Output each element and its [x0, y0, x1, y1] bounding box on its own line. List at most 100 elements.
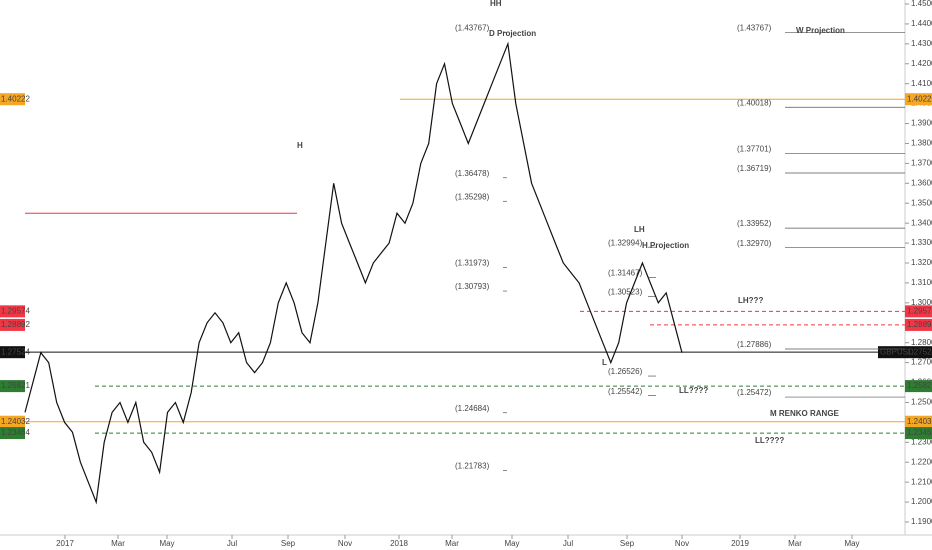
projection-label: (1.40018) [737, 98, 772, 107]
price-tag [0, 318, 25, 331]
x-tick-label: May [159, 539, 174, 548]
y-tick-label: 1.37000 [911, 158, 932, 167]
price-tag-label: 1.23464 [1, 428, 30, 437]
y-tick-label: 1.31000 [911, 278, 932, 287]
projection-label: (1.32970) [737, 239, 772, 248]
price-tag [0, 346, 25, 359]
projection-label: (1.37701) [737, 145, 772, 154]
x-tick-label: Mar [445, 539, 459, 548]
x-tick-label: Mar [788, 539, 802, 548]
projection-label: (1.27886) [737, 340, 772, 349]
y-tick-label: 1.39000 [911, 119, 932, 128]
projection-label: (1.43767) [455, 24, 490, 33]
projection-label: (1.36719) [737, 164, 772, 173]
y-tick-label: 1.21000 [911, 477, 932, 486]
y-tick-label: 1.25000 [911, 398, 932, 407]
x-tick-label: Nov [675, 539, 689, 548]
y-tick-label: 1.42000 [911, 59, 932, 68]
price-tag-label: 1.28892 [1, 320, 30, 329]
y-tick-label: 1.20000 [911, 497, 932, 506]
y-tick-label: 1.38000 [911, 139, 932, 148]
price-tag [0, 305, 25, 318]
y-tick-label: 1.32000 [911, 258, 932, 267]
annotation: LH [634, 225, 645, 234]
annotation: M RENKO RANGE [770, 409, 840, 418]
price-tag-label: 1.24032 [1, 417, 30, 426]
y-tick-label: 1.45000 [911, 0, 932, 8]
y-tick-label: 1.44000 [911, 19, 932, 28]
price-tag-label: 1.25821 [907, 381, 932, 390]
y-tick-label: 1.19000 [911, 517, 932, 526]
projection-label: (1.30523) [608, 288, 643, 297]
y-tick-label: 1.43000 [911, 39, 932, 48]
projection-label: (1.21783) [455, 462, 490, 471]
annotation: W Projection [796, 26, 845, 35]
price-tag [0, 415, 25, 428]
y-tick-label: 1.28000 [911, 338, 932, 347]
price-tag [905, 93, 932, 106]
price-line [24, 41, 683, 505]
x-tick-label: Nov [338, 539, 352, 548]
projection-label: (1.25472) [737, 388, 772, 397]
price-tag [905, 380, 932, 393]
x-tick-label: May [844, 539, 859, 548]
price-tag [905, 318, 932, 331]
price-tag-label: 1.40222 [907, 94, 932, 103]
price-tag [905, 346, 932, 359]
price-tag [905, 415, 932, 428]
x-tick-label: May [504, 539, 519, 548]
annotation: LH??? [738, 296, 763, 305]
annotation: H [297, 141, 303, 150]
price-tag [905, 305, 932, 318]
x-tick-label: 2017 [56, 539, 74, 548]
price-tag [0, 427, 25, 440]
x-tick-label: Sep [620, 539, 635, 548]
y-tick-label: 1.33000 [911, 238, 932, 247]
projection-label: (1.35298) [455, 192, 490, 201]
price-tag-label: 1.27524 [907, 347, 932, 356]
y-tick-label: 1.27000 [911, 358, 932, 367]
y-tick-label: 1.36000 [911, 178, 932, 187]
projection-label: (1.43767) [737, 24, 772, 33]
price-tag-label: 1.29574 [907, 306, 932, 315]
price-tag-label: 1.25821 [1, 381, 30, 390]
x-tick-label: Jul [227, 539, 237, 548]
price-tag-label: 1.24032 [907, 417, 932, 426]
annotation: L [602, 358, 607, 367]
projection-label: (1.25542) [608, 387, 643, 396]
projection-label: (1.32994) [608, 238, 643, 247]
projection-label: (1.31467) [608, 269, 643, 278]
x-tick-label: Sep [281, 539, 296, 548]
price-tag-label: 1.28892 [907, 320, 932, 329]
y-tick-label: 1.35000 [911, 198, 932, 207]
y-tick-label: 1.22000 [911, 457, 932, 466]
y-tick-label: 1.34000 [911, 218, 932, 227]
price-tag [905, 427, 932, 440]
price-tag-label: 1.27524 [1, 347, 30, 356]
annotation: LL???? [755, 436, 784, 445]
price-tag-label: 1.23464 [907, 428, 932, 437]
price-tag-label: 1.40222 [1, 94, 30, 103]
x-tick-label: Jul [563, 539, 573, 548]
price-tag [0, 380, 25, 393]
annotation: LL???? [679, 386, 708, 395]
projection-label: (1.33952) [737, 219, 772, 228]
symbol-label: GBPUSD [880, 347, 914, 356]
x-tick-label: Mar [111, 539, 125, 548]
projection-label: (1.24684) [455, 404, 490, 413]
y-tick-label: 1.30000 [911, 298, 932, 307]
price-tag-label: 1.29574 [1, 306, 30, 315]
x-tick-label: 2018 [390, 539, 408, 548]
projection-label: (1.26526) [608, 367, 643, 376]
annotation: H Projection [642, 241, 689, 250]
x-tick-label: 2019 [731, 539, 749, 548]
price-tag [0, 93, 25, 106]
annotation: HH [490, 0, 502, 8]
annotation: D Projection [489, 29, 536, 38]
y-tick-label: 1.41000 [911, 79, 932, 88]
projection-label: (1.30793) [455, 282, 490, 291]
projection-label: (1.36478) [455, 169, 490, 178]
projection-label: (1.31973) [455, 259, 490, 268]
